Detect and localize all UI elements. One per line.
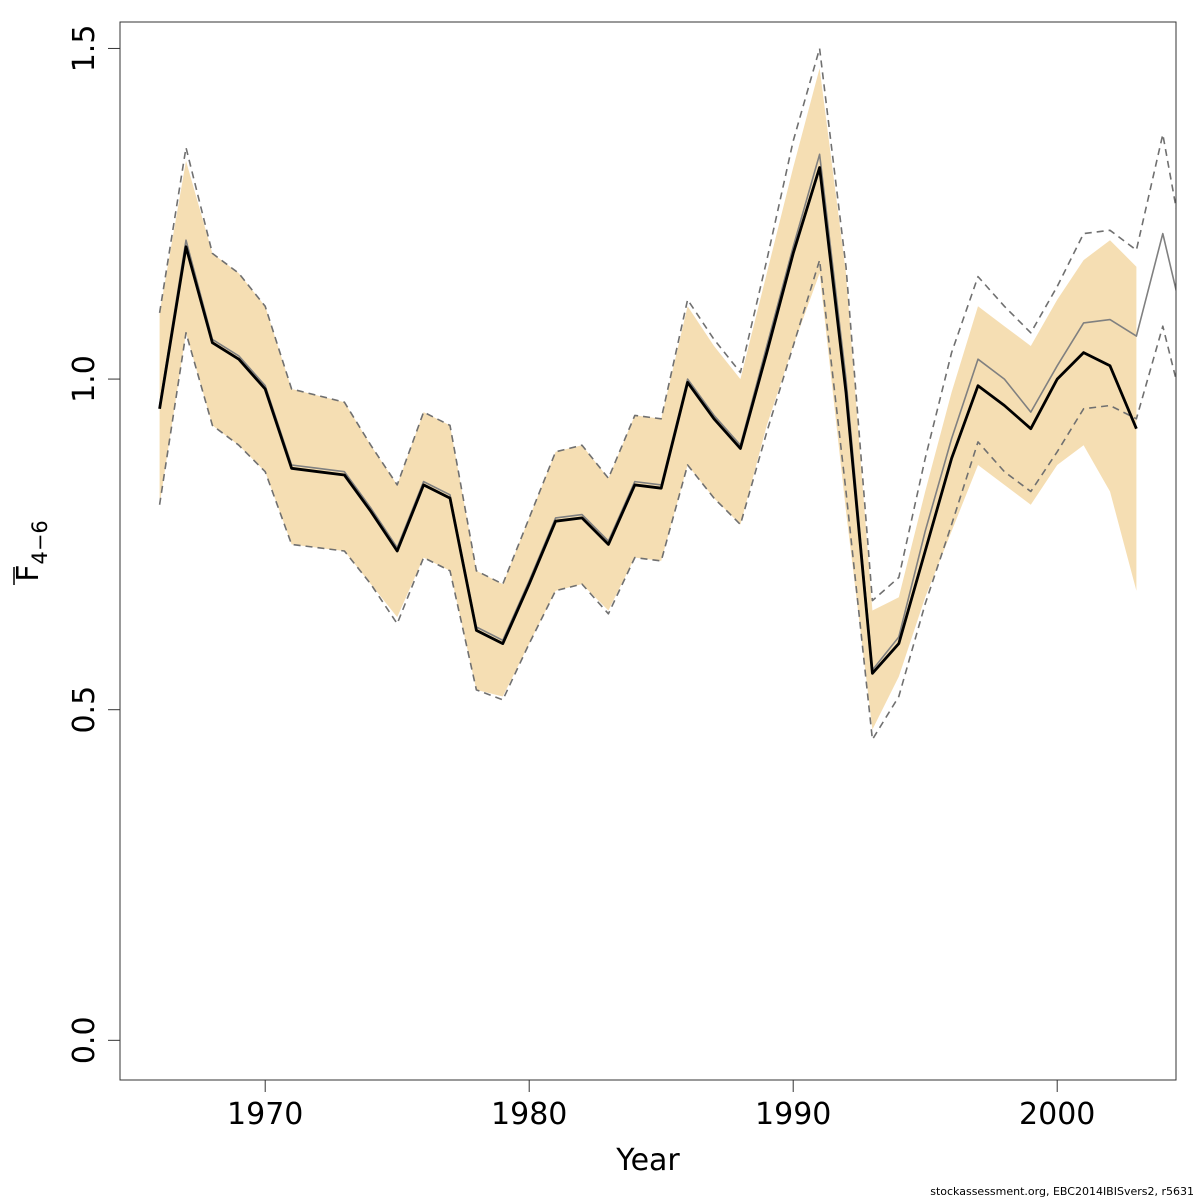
x-tick-label: 2000 <box>1019 1097 1095 1132</box>
y-tick-label-group: 0.0 <box>67 1016 102 1064</box>
x-tick-label: 1980 <box>491 1097 567 1132</box>
x-axis-title: Year <box>615 1143 680 1178</box>
footer-text: stockassessment.org, EBC2014IBISvers2, r… <box>930 1185 1194 1198</box>
plot-frame <box>119 21 1177 1081</box>
y-tick-label-group: 1.5 <box>67 25 102 73</box>
x-axis: 1970 1980 1990 2000 <box>227 1080 1095 1132</box>
series-line-main-0 <box>158 166 1138 675</box>
x-tick-label: 1990 <box>755 1097 831 1132</box>
y-tick-label-group: 0.5 <box>67 686 102 734</box>
svg-text:F4−6: F4−6 <box>11 520 52 582</box>
plot-area <box>158 47 1176 741</box>
y-axis-title-sub: 4−6 <box>28 520 52 564</box>
series-group <box>158 47 1176 741</box>
y-tick-label: 0.0 <box>67 1016 102 1064</box>
y-axis: 0.0 0.5 1.0 1.5 <box>67 25 120 1064</box>
series-line-dashed-3 <box>158 259 1176 741</box>
y-axis-title-main: F <box>11 565 46 582</box>
y-tick-label: 1.5 <box>67 25 102 73</box>
y-axis-title: F4−6 <box>11 520 52 585</box>
y-tick-label: 0.5 <box>67 686 102 734</box>
x-tick-label: 1970 <box>227 1097 303 1132</box>
y-tick-label: 1.0 <box>67 355 102 403</box>
confidence-band <box>159 68 1137 730</box>
y-tick-label-group: 1.0 <box>67 355 102 403</box>
